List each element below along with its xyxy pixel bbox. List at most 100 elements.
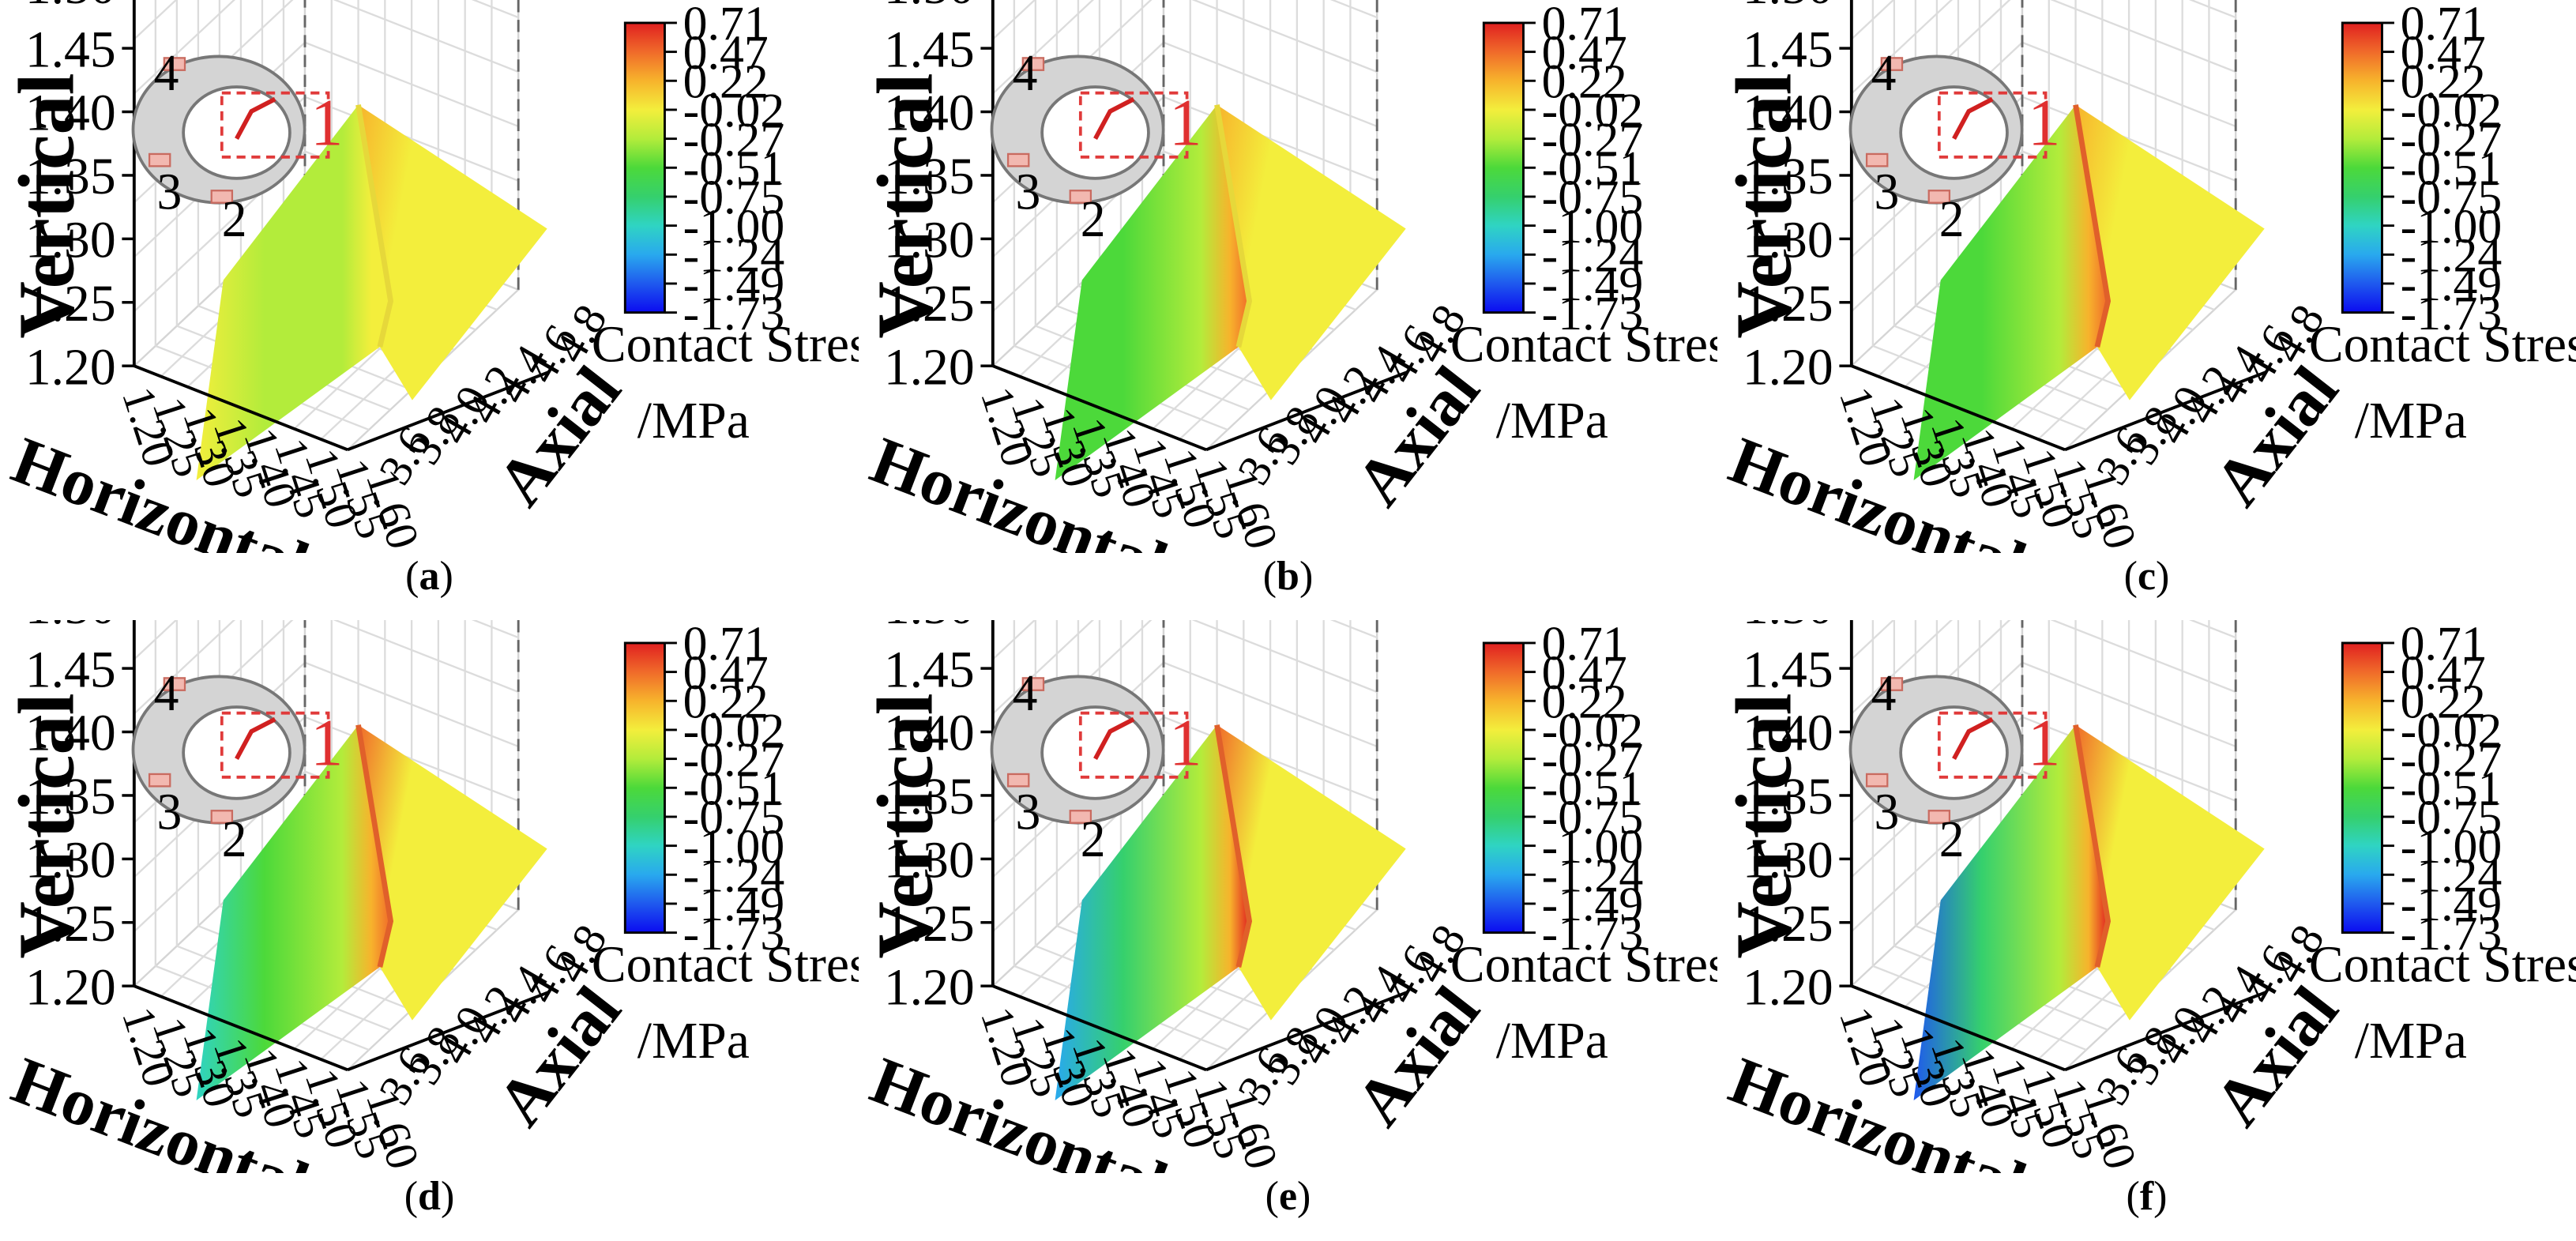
colorbar-gradient [623, 21, 666, 314]
z-tick-label: 1.45 [25, 641, 116, 698]
grid-line [1851, 0, 1953, 95]
colorbar-label: 0.71 [683, 0, 769, 51]
colorbar-label: -0.51 [1542, 142, 1644, 196]
colorbar-label: -0.75 [2401, 171, 2503, 224]
z-tick-label: 1.50 [884, 0, 975, 15]
caption-close: ) [1299, 554, 1314, 599]
vertical-axis-title: Vertical [3, 73, 91, 338]
colorbar-label: -1.24 [2401, 849, 2503, 903]
colorbar-gradient [623, 641, 666, 935]
surface-right-face [2075, 724, 2265, 1021]
axes: 1.201.251.301.351.401.451.50Vertical1.20… [1720, 0, 2352, 553]
grid-line [1851, 0, 1895, 40]
z-tick-label: 1.40 [884, 85, 975, 142]
colorbar-label: -0.27 [1542, 733, 1644, 787]
z-tick-label: 1.20 [1743, 339, 1833, 396]
panel-d: 1.201.251.301.351.401.451.50Vertical1.20… [0, 620, 859, 1240]
chart-svg-c: 1.201.251.301.351.401.451.50Vertical1.20… [1720, 0, 2576, 553]
colorbar-label: -1.24 [683, 849, 785, 903]
z-tick-label: 1.20 [884, 339, 975, 396]
colorbar-label: -1.24 [1542, 849, 1644, 903]
colorbar-label: -1.73 [2401, 287, 2503, 340]
z-tick-label: 1.40 [884, 705, 975, 762]
grid-line [471, 0, 519, 19]
colorbar-label: -1.00 [1542, 820, 1644, 874]
grid-line [134, 620, 235, 715]
ring-joint [163, 677, 186, 691]
caption-close: ) [439, 554, 453, 599]
grid-line [992, 620, 1094, 715]
colorbar-gradient [1482, 641, 1525, 935]
surface-right-face [2075, 104, 2265, 401]
grid-line [992, 620, 1036, 660]
surface-left-face [1913, 104, 2108, 480]
colorbar: 0.710.470.22-0.02-0.27-0.51-0.75-1.00-1.… [1450, 620, 1717, 1070]
highlight-joint [1093, 96, 1135, 141]
highlight-box [1078, 91, 1189, 159]
colorbar-label: 0.71 [683, 620, 769, 671]
chart-wrap: 1.201.251.301.351.401.451.50Vertical1.20… [2, 620, 859, 1173]
horizontal-axis-line [992, 984, 1207, 1072]
z-tick-label: 1.25 [1743, 276, 1833, 333]
grid-line [333, 0, 519, 73]
grid-line [304, 96, 519, 182]
z-tick-label: 1.40 [1743, 705, 1833, 762]
caption-open: ( [404, 1174, 419, 1219]
colorbar-title: Contact Stress [2309, 316, 2576, 373]
grid-line [1851, 620, 1895, 660]
colorbar-label: -0.51 [683, 762, 785, 816]
inset-label-3: 3 [1015, 163, 1040, 220]
grid-line [2021, 96, 2236, 182]
axial-axis-line [2064, 370, 2267, 452]
colorbar-title: Contact Stress [592, 316, 859, 373]
surface [196, 104, 547, 480]
z-tick-label: 1.45 [884, 21, 975, 78]
z-tick-label: 1.35 [884, 149, 975, 205]
panel-caption: (c) [1717, 553, 2576, 600]
grid-line [2188, 0, 2236, 19]
colorbar-label: -1.73 [683, 907, 785, 961]
colorbar-label: -1.49 [2401, 878, 2503, 931]
inset-label-2: 2 [1081, 810, 1106, 867]
panel-caption: (d) [0, 1173, 859, 1220]
colorbar-gradient [1482, 21, 1525, 314]
colorbar-label: -0.02 [1542, 84, 1644, 137]
inset-label-3: 3 [156, 163, 182, 220]
colorbar-label: -1.49 [683, 258, 785, 311]
z-tick-label: 1.25 [25, 896, 116, 953]
colorbar-label: -1.24 [1542, 229, 1644, 283]
inset-ring: 1 23 4 [990, 43, 1202, 247]
colorbar-unit: /MPa [1496, 393, 1608, 449]
highlight-joint [1093, 716, 1135, 761]
grid-line [471, 620, 519, 639]
z-tick-label: 1.50 [884, 620, 975, 635]
colorbar-label: -1.49 [2401, 258, 2503, 311]
ring-joint [1880, 57, 1904, 71]
grid-line [304, 716, 519, 802]
axial-axis-line [2064, 991, 2267, 1072]
colorbar-label: 0.47 [2401, 646, 2486, 700]
surface-right-face [358, 104, 547, 401]
colorbar-label: -1.00 [683, 820, 785, 874]
colorbar-label: -0.75 [2401, 791, 2503, 844]
panel-caption: (e) [859, 1173, 1717, 1220]
z-tick-label: 1.30 [884, 212, 975, 269]
caption-letter: d [418, 1174, 441, 1219]
inset-label-1: 1 [2028, 705, 2060, 780]
chart-svg-f: 1.201.251.301.351.401.451.50Vertical1.20… [1720, 620, 2576, 1173]
colorbar-label: 0.22 [2401, 675, 2486, 729]
colorbar: 0.710.470.22-0.02-0.27-0.51-0.75-1.00-1.… [1450, 0, 1717, 449]
caption-letter: e [1278, 1174, 1298, 1219]
horizontal-axis-line [134, 984, 348, 1072]
colorbar-label: -0.51 [683, 142, 785, 196]
colorbar-label: -0.02 [2401, 84, 2503, 137]
colorbar-gradient [2341, 21, 2383, 314]
caption-open: ( [1262, 554, 1277, 599]
colorbar-label: -0.02 [683, 704, 785, 758]
ring-joint [210, 190, 234, 204]
colorbar: 0.710.470.22-0.02-0.27-0.51-0.75-1.00-1.… [592, 0, 859, 449]
colorbar-label: -1.73 [1542, 907, 1644, 961]
ring-inner [182, 705, 291, 800]
grid-line [2021, 661, 2236, 747]
ring-inner [1899, 85, 2009, 180]
